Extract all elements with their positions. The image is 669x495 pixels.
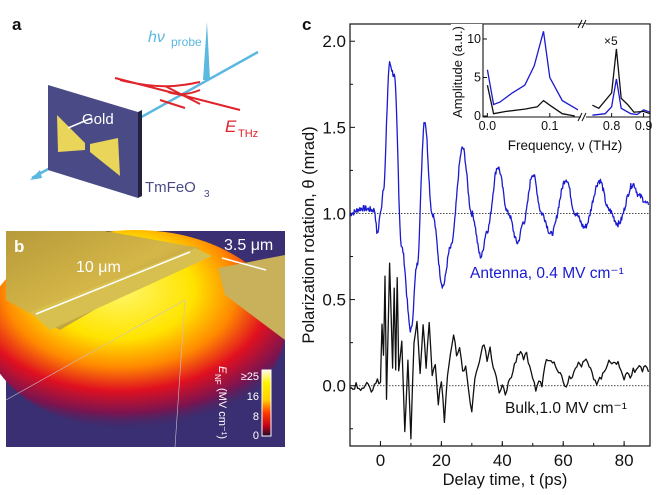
colorbar-title: E NF (MV cm⁻¹) [213,366,228,439]
y-axis-label: Polarization rotation, θ (mrad) [300,126,318,343]
colorbar-title-main: E [216,366,228,374]
crystal-edge [138,110,142,198]
legend-antenna: Antenna, 0.4 MV cm⁻¹ [470,265,624,282]
thz-pulse [114,77,241,111]
crystal-subscript: 3 [204,189,210,200]
guide-line [5,299,186,401]
inset-x-tick-label: 0.9 [635,119,652,133]
series-line-antenna [349,60,650,333]
inset-x-tick-label: 0.0 [479,119,496,133]
panel-c-label: c [302,15,311,34]
main-series [349,60,650,440]
length-label: 10 μm [76,259,121,276]
length-arrow-icon [35,251,191,315]
guide-line [174,299,186,448]
gold-electrode-right [218,255,285,340]
colorbar-tick: 0 [253,430,259,442]
panel-b: b 10 μm 3.5 μm ≥25 16 8 0 E NF (MV cm⁻¹) [0,230,285,448]
x-axis-label: Delay time, t (ps) [443,471,568,489]
x-tick-label: 0 [376,451,385,470]
x-tick-label: 60 [554,451,573,470]
y-tick-label: 0.5 [322,291,346,310]
colorbar [261,369,272,437]
inset-annotation: ×5 [604,34,618,48]
y-tick-label: 0.0 [322,377,346,396]
inset-line-antenna [486,31,579,111]
probe-label: hν [148,29,165,46]
inset-y-tick-label: 5 [474,71,481,85]
probe-subscript: probe [171,35,202,49]
colorbar-tick: 16 [247,391,259,403]
inset-axes: 0.0 0.1 0.8 0.9 0 5 10 [467,19,652,133]
colorbar-unit: (MV cm⁻¹) [216,388,228,439]
crystal-label: TmFeO [145,179,196,196]
legend-bulk: Bulk,1.0 MV cm⁻¹ [505,400,627,417]
ethz-subscript: THz [238,128,258,140]
colorbar-title-sub: NF [213,374,222,385]
inset-line-bulk [486,85,575,117]
inset-x-tick-label: 0.8 [603,119,620,133]
inset-frame [482,23,651,118]
gold-antenna-right [90,138,120,176]
ethz-label: E [225,117,237,136]
gold-pointer-icon [67,117,93,129]
gold-label: Gold [82,111,114,128]
inset-line-bulk [592,48,651,115]
inset-x-tick-label: 0.1 [541,119,558,133]
panel-c: c 0 20 40 60 80 0.0 0.5 1.0 1.5 2.0 Polarization … [300,15,652,489]
inset-x-label: Frequency, ν (THz) [508,138,623,153]
gold-bar [30,248,212,330]
probe-pulse [203,22,210,80]
gold-antenna-left [57,115,85,152]
y-tick-label: 1.5 [322,118,346,137]
inset-y-tick-label: 0 [474,109,481,123]
gap-label: 3.5 μm [224,237,273,254]
gap-arrow-icon [221,257,267,271]
x-tick-label: 20 [432,451,451,470]
y-tick-label: 1.0 [322,204,346,223]
colorbar-tick: ≥25 [241,371,259,383]
inset-y-label: Amplitude (a.u.) [450,26,465,118]
series-line-bulk [349,262,650,440]
colorbar-tick: 8 [253,411,259,423]
panel-b-label: b [14,237,24,256]
inset-series [486,31,651,117]
x-tick-label: 40 [493,451,512,470]
inset-y-tick-label: 10 [467,32,481,46]
colorbar-ticks: ≥25 16 8 0 [241,371,259,442]
probe-arrow-icon [30,170,42,180]
axis-break-icon [577,112,587,122]
main-axes: 0 20 40 60 80 0.0 0.5 1.0 1.5 2.0 [322,32,650,470]
x-tick-label: 80 [615,451,634,470]
axis-break-icon [577,19,587,29]
panel-a-label: a [12,15,22,34]
panel-a: a Gold hν probe E THz TmFeO 3 [12,15,259,200]
y-tick-label: 2.0 [322,32,346,51]
